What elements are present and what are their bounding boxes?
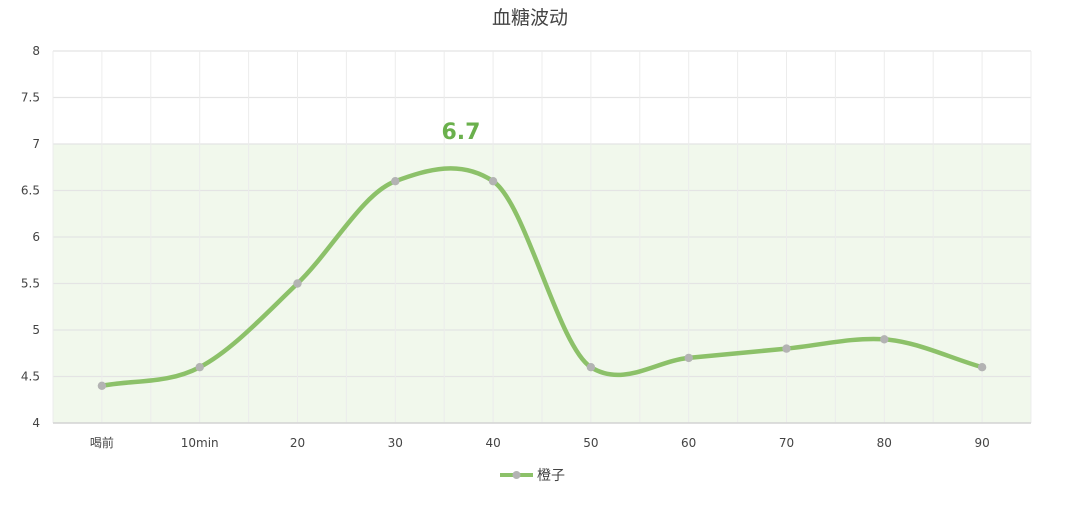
x-tick-label: 喝前 (90, 435, 114, 450)
data-point[interactable] (293, 279, 302, 288)
legend[interactable]: 橙子 (500, 468, 565, 484)
legend-label: 橙子 (537, 468, 565, 484)
y-tick-label: 7.5 (21, 91, 40, 105)
series-layer (97, 166, 987, 390)
data-point[interactable] (782, 344, 791, 353)
y-tick-label: 5 (32, 323, 40, 337)
x-tick-label: 60 (681, 436, 696, 450)
data-point[interactable] (586, 363, 596, 372)
data-point[interactable] (97, 381, 107, 390)
data-point[interactable] (684, 353, 693, 363)
data-point[interactable] (195, 363, 204, 372)
x-tick-label: 30 (388, 436, 403, 450)
y-tick-label: 4 (32, 416, 40, 430)
y-tick-label: 4.5 (21, 370, 40, 384)
x-tick-label: 80 (877, 436, 892, 450)
series-line (99, 166, 985, 389)
data-point[interactable] (977, 363, 987, 372)
x-tick-label: 10min (181, 436, 219, 450)
chart-title: 血糖波动 (492, 7, 568, 29)
data-point[interactable] (488, 177, 498, 186)
axes: 4 4.5 5 5.5 6 6.5 7 7.5 8 喝前 10min 20 30 40 50 60 70 80 90 (21, 44, 1031, 450)
x-tick-label: 90 (974, 436, 989, 450)
y-tick-label: 5.5 (21, 277, 40, 291)
x-tick-label: 70 (779, 436, 794, 450)
y-tick-label: 8 (32, 44, 40, 58)
data-point[interactable] (391, 177, 400, 186)
y-tick-label: 6 (32, 230, 40, 244)
grid (52, 50, 1032, 424)
y-tick-label: 6.5 (21, 184, 40, 198)
x-tick-label: 40 (485, 436, 500, 450)
legend-marker-swatch (512, 471, 521, 479)
y-tick-label: 7 (32, 137, 40, 151)
x-tick-label: 50 (583, 436, 598, 450)
peak-annotation: 6.7 (442, 120, 481, 145)
data-point[interactable] (880, 335, 889, 344)
x-tick-label: 20 (290, 436, 305, 450)
